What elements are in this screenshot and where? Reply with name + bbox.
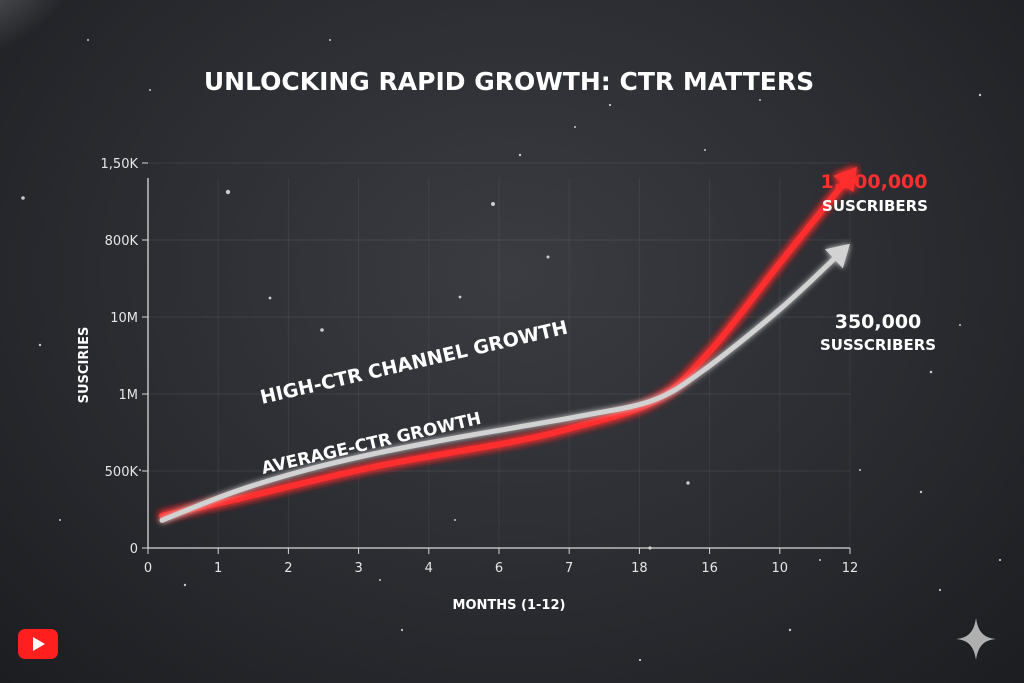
star (959, 324, 961, 326)
star (139, 469, 141, 471)
x-tick-label: 10 (772, 561, 789, 576)
star (978, 93, 982, 97)
star (400, 628, 404, 632)
high-ctr-end-value: 1,500,000 (821, 171, 928, 193)
star (686, 481, 690, 485)
x-tick-label: 16 (701, 561, 718, 576)
x-tick-label: 0 (144, 561, 152, 576)
star (938, 588, 942, 592)
star (183, 583, 187, 587)
star (704, 149, 706, 151)
star (379, 579, 381, 581)
series-label-high-ctr: HIGH-CTR CHANNEL GROWTH (258, 317, 570, 409)
x-tick-label: 18 (631, 561, 648, 576)
star (929, 370, 933, 374)
star (819, 559, 821, 561)
youtube-logo-icon (18, 629, 58, 659)
x-tick-label: 12 (842, 561, 859, 576)
x-tick-label: 4 (425, 561, 433, 576)
star (59, 519, 61, 521)
star (759, 99, 761, 101)
x-tick-label: 6 (495, 561, 503, 576)
star (546, 255, 550, 259)
x-axis-label: MONTHS (1-12) (453, 598, 566, 613)
star (491, 202, 495, 206)
series-line-high-ctr (159, 177, 849, 519)
average-ctr-end-unit: SUSSCRIBERS (820, 336, 936, 354)
corner-glow (0, 0, 90, 70)
star (329, 39, 331, 41)
star (608, 103, 612, 107)
star (919, 490, 923, 494)
star (458, 295, 462, 299)
y-tick-labels: 0 500K 1M 10M 800K 1,50K (101, 157, 148, 557)
y-tick-label: 10M (110, 311, 138, 326)
y-tick-label: 0 (130, 542, 138, 557)
x-tick-label: 1 (214, 561, 222, 576)
high-ctr-end-unit: SUSCRIBERS (822, 197, 928, 215)
x-tick-labels: 0 1 2 3 4 6 7 18 16 10 12 (144, 548, 858, 576)
y-tick-label: 1M (119, 388, 139, 403)
star (574, 126, 576, 128)
star (21, 196, 25, 200)
y-axis-label: SUSCIRIES (77, 327, 92, 404)
star (268, 296, 272, 300)
star (859, 469, 861, 471)
star (87, 39, 89, 41)
y-tick-label: 500K (105, 465, 139, 480)
starfield (21, 39, 1002, 662)
y-tick-label: 800K (105, 234, 139, 249)
series-arrowhead-high-ctr (833, 166, 857, 193)
x-tick-label: 7 (565, 561, 573, 576)
grid (148, 162, 851, 548)
star (38, 343, 42, 347)
star (225, 189, 231, 195)
star (149, 89, 151, 91)
x-tick-label: 3 (354, 561, 362, 576)
series-arrowhead-average-ctr (825, 243, 850, 269)
x-tick-label: 2 (284, 561, 292, 576)
y-tick-label: 1,50K (101, 157, 139, 172)
star (320, 328, 324, 332)
star (518, 153, 522, 157)
star (454, 519, 456, 521)
average-ctr-end-value: 350,000 (835, 311, 922, 333)
star (998, 558, 1002, 562)
series-line-average-ctr (159, 253, 840, 523)
star (638, 658, 642, 662)
star (788, 628, 792, 632)
series-layer (159, 166, 857, 523)
chart-title: UNLOCKING RAPID GROWTH: CTR MATTERS (204, 67, 814, 96)
sparkle-icon (956, 618, 996, 660)
